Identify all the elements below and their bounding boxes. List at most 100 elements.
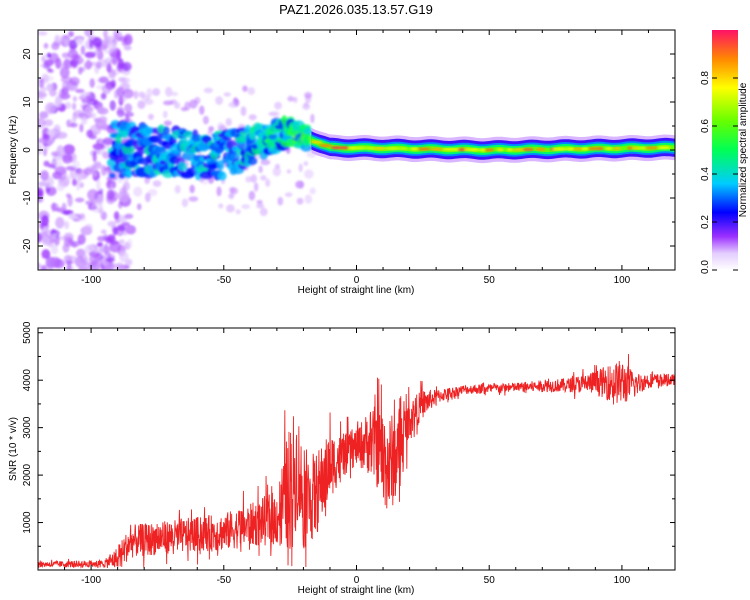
spectrogram-hotspot — [373, 146, 387, 150]
spectrogram-cell — [100, 92, 107, 100]
spectrogram-cell — [70, 122, 78, 128]
spectrogram-cell — [84, 51, 96, 59]
spectrogram-cell — [215, 96, 224, 105]
spectrogram-cell — [63, 232, 74, 242]
spectrogram-cell — [79, 213, 86, 220]
spectrogram-cell — [274, 101, 283, 110]
spectrogram-cell — [184, 101, 191, 111]
spectrogram-cell — [76, 248, 86, 258]
spectrogram-hotspot — [496, 148, 505, 152]
spectrogram-cell — [137, 100, 146, 110]
spectrogram-cell — [74, 197, 85, 203]
spectrogram-cell — [309, 187, 316, 195]
spectrogram-cell — [272, 110, 281, 119]
spectrogram-cell — [67, 239, 74, 245]
snr-y-tick-label: 2000 — [22, 464, 33, 487]
spectrogram-cell — [250, 174, 257, 183]
spectrogram-cell — [61, 202, 67, 213]
colorbar-tick-label: 0.2 — [700, 215, 711, 229]
spectrogram-x-tick-label: -50 — [217, 275, 232, 286]
spectrogram-cell — [228, 193, 235, 199]
snr-panel: -100 -50 0 50 100 1000 2000 3000 4000 5000 Heigh… — [8, 321, 676, 596]
spectrogram-cell — [68, 30, 74, 37]
spectrogram-cell — [284, 192, 293, 197]
spectrogram-cell — [256, 199, 263, 205]
spectrogram-cell — [202, 115, 209, 125]
spectrogram-cell — [40, 170, 49, 181]
spectrogram-cell — [38, 31, 48, 36]
spectrogram-cell — [111, 56, 118, 66]
spectrogram-hotspot — [409, 147, 420, 151]
spectrogram-hotspot — [604, 147, 613, 150]
spectrogram-cell — [51, 244, 59, 255]
spectrogram-cell — [68, 39, 78, 50]
spectrogram-cell — [86, 129, 93, 138]
spectrogram-cell — [148, 135, 163, 143]
colorbar-tick-label: 0.6 — [700, 119, 711, 133]
spectrogram-cell — [72, 96, 78, 102]
spectrogram-cell — [38, 91, 45, 98]
spectrogram-cell — [38, 181, 47, 187]
spectrogram-cell — [69, 76, 80, 86]
spectrogram-cell — [43, 147, 48, 157]
spectrogram-cell — [181, 198, 189, 208]
spectrogram-cell — [115, 262, 125, 270]
spectrogram-cell — [165, 86, 173, 97]
spectrogram-cell — [81, 115, 88, 125]
spectrogram-cell — [191, 133, 203, 143]
spectrogram-cell — [92, 37, 103, 48]
spectrogram-cell — [46, 83, 54, 92]
spectrogram-cell — [51, 160, 63, 167]
spectrogram-cell — [118, 93, 128, 103]
spectrogram-hotspot — [430, 147, 444, 151]
spectrogram-cell — [64, 102, 72, 110]
spectrogram-cell — [76, 174, 83, 182]
spectrogram-cell — [208, 126, 215, 132]
spectrogram-cell — [107, 41, 117, 51]
spectrogram-cell — [121, 129, 129, 139]
spectrogram-hotspot — [522, 148, 534, 151]
spectrogram-hotspot — [552, 147, 567, 151]
spectrogram-cell — [152, 180, 162, 188]
spectrogram-cell — [64, 38, 70, 47]
spectrogram-cell — [241, 204, 250, 210]
colorbar-tick-label: 0.0 — [700, 260, 711, 274]
spectrogram-hotspot — [353, 146, 367, 150]
spectrogram-cell — [229, 187, 239, 195]
spectrogram-cell — [55, 217, 65, 229]
spectrogram-cell — [72, 102, 77, 111]
spectrogram-cell — [105, 80, 116, 91]
spectrogram-x-ticks: -100 -50 0 50 100 — [37, 30, 676, 286]
snr-y-tick-label: 3000 — [22, 416, 33, 439]
spectrogram-cell — [100, 229, 107, 235]
spectrogram-cell — [119, 187, 126, 196]
spectrogram-cell — [256, 203, 265, 209]
spectrogram-cell — [79, 91, 91, 97]
spectrogram-x-tick-label: 100 — [614, 275, 631, 286]
spectrogram-cell — [94, 247, 104, 256]
spectrogram-cell — [304, 194, 313, 204]
spectrogram-cell — [103, 37, 111, 46]
spectrogram-cell — [72, 178, 78, 186]
spectrogram-hotspot — [565, 147, 576, 151]
spectrogram-cell — [89, 39, 94, 49]
spectrogram-cell — [80, 45, 86, 55]
spectrogram-y-tick-label: -10 — [22, 190, 33, 205]
spectrogram-cell — [147, 188, 158, 197]
spectrogram-hotspot — [581, 147, 589, 151]
spectrogram-cell — [123, 45, 132, 51]
spectrogram-cell — [133, 186, 143, 197]
spectrogram-hotspot — [572, 147, 585, 151]
spectrogram-cell — [103, 30, 108, 39]
spectrogram-cell — [38, 233, 42, 243]
spectrogram-cell — [84, 30, 94, 37]
spectrogram-cell — [144, 192, 151, 203]
spectrogram-cell — [61, 63, 67, 72]
spectrogram-y-axis-label: Frequency (Hz) — [8, 116, 19, 185]
spectrogram-cell — [43, 59, 54, 67]
spectrogram-hotspots — [310, 140, 671, 152]
spectrogram-cell — [304, 169, 314, 179]
spectrogram-cell — [147, 113, 154, 120]
